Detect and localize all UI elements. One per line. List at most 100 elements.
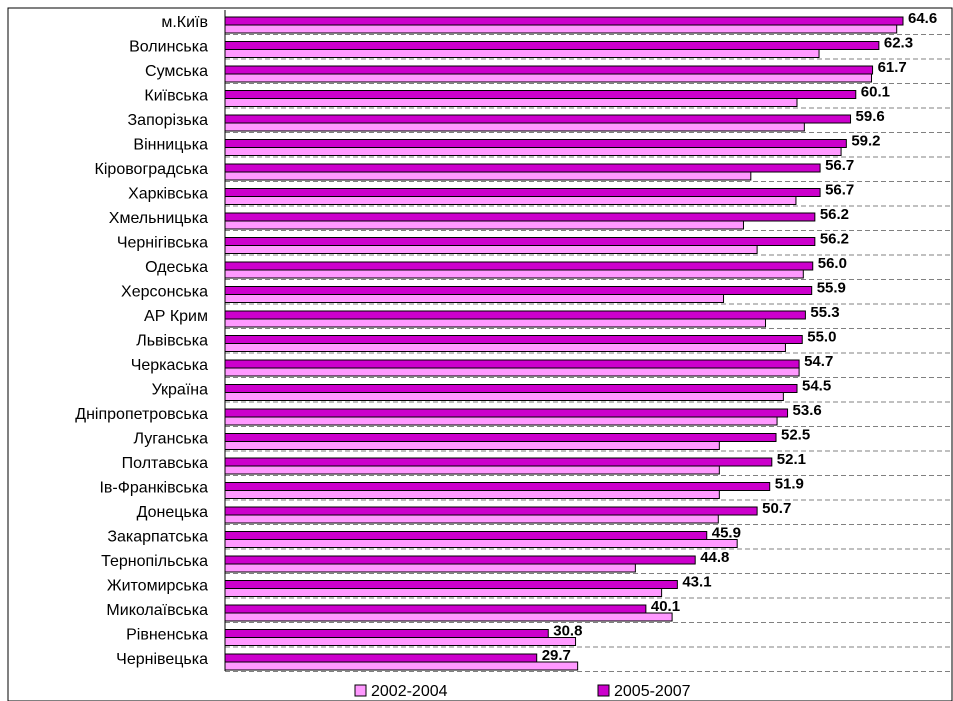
value-label: 40.1	[651, 598, 680, 615]
bar-2002-2004	[224, 147, 842, 156]
category-label: АР Крим	[144, 308, 208, 325]
bar-2002-2004	[224, 49, 820, 58]
value-label: 51.9	[775, 476, 804, 493]
bar-2002-2004	[224, 73, 873, 83]
bar-2005-2007	[224, 188, 821, 197]
bar-2005-2007	[224, 555, 696, 565]
category-label: Львівська	[136, 333, 208, 350]
bar-2002-2004	[224, 514, 719, 524]
bar-2005-2007	[224, 506, 758, 516]
value-label: 64.6	[908, 10, 937, 27]
bar-2005-2007	[224, 335, 803, 344]
value-label: 50.7	[762, 500, 791, 517]
category-label: Полтавська	[122, 455, 208, 472]
category-label: Україна	[152, 382, 209, 399]
bar-2002-2004	[224, 122, 805, 132]
value-label: 55.9	[817, 280, 846, 297]
bar-2005-2007	[224, 163, 821, 173]
bar-2002-2004	[224, 563, 636, 573]
bar-2005-2007	[224, 139, 847, 148]
category-label: Тернопільська	[101, 553, 208, 570]
value-label: 55.3	[810, 304, 839, 321]
bar-2002-2004	[224, 367, 800, 377]
category-label: Одеська	[145, 259, 208, 276]
category-label: Кіровоградська	[95, 161, 209, 178]
bar-2002-2004	[224, 490, 720, 499]
bar-2005-2007	[224, 433, 777, 442]
bar-2005-2007	[224, 16, 904, 26]
bar-2002-2004	[224, 171, 752, 181]
category-label: м.Київ	[161, 14, 208, 31]
bar-2002-2004	[224, 588, 663, 597]
category-label: Харківська	[128, 186, 208, 203]
category-label: Запорізька	[128, 112, 209, 129]
bar-2002-2004	[224, 441, 720, 450]
bar-2005-2007	[224, 408, 789, 418]
plot-frame	[7, 7, 953, 701]
value-label: 52.5	[781, 427, 810, 444]
value-label: 59.6	[856, 108, 885, 125]
bar-2002-2004	[224, 343, 786, 352]
value-labels: 64.6 62.3 61.7 60.1 59.6 59.2 56.7 56.7 56.2 56.2…	[542, 10, 937, 664]
category-label: Закарпатська	[107, 529, 208, 546]
bar-2002-2004	[224, 416, 778, 426]
value-label: 56.7	[825, 182, 854, 199]
category-label: Київська	[144, 88, 208, 105]
category-label: Миколаївська	[106, 602, 208, 619]
bar-2005-2007	[224, 482, 771, 491]
bar-2002-2004	[224, 196, 797, 205]
category-label: Луганська	[134, 431, 209, 448]
category-label: Сумська	[145, 63, 208, 80]
value-label: 59.2	[851, 133, 880, 150]
value-label: 60.1	[861, 84, 890, 101]
bar-2002-2004	[224, 392, 784, 401]
bar-2002-2004	[224, 294, 725, 303]
category-label: Хмельницька	[109, 210, 208, 227]
value-label: 54.7	[804, 353, 833, 370]
category-label: Донецька	[137, 504, 209, 521]
bar-2005-2007	[224, 604, 647, 614]
value-label: 56.7	[825, 157, 854, 174]
bar-2005-2007	[224, 359, 800, 369]
bars	[224, 16, 904, 671]
value-label: 54.5	[802, 378, 831, 395]
bar-2005-2007	[224, 237, 816, 246]
value-label: 43.1	[682, 574, 711, 591]
bar-2005-2007	[224, 212, 816, 222]
value-label: 53.6	[793, 402, 822, 419]
value-label: 61.7	[878, 59, 907, 76]
bar-2005-2007	[224, 580, 678, 589]
category-label: Ів-Франківська	[99, 480, 208, 497]
bar-2002-2004	[224, 220, 744, 230]
bar-2002-2004	[224, 24, 898, 34]
value-label: 29.7	[542, 647, 571, 664]
bar-2005-2007	[224, 261, 814, 271]
bar-2005-2007	[224, 286, 813, 295]
bar-2005-2007	[224, 65, 874, 75]
bar-2005-2007	[224, 457, 773, 467]
bar-2005-2007	[224, 114, 852, 124]
bar-2002-2004	[224, 269, 804, 279]
bar-2002-2004	[224, 465, 720, 475]
bar-2002-2004	[224, 318, 767, 328]
category-label: Чернігівська	[117, 235, 208, 252]
legend-swatch-2002-2004	[354, 684, 367, 697]
value-label: 30.8	[553, 623, 582, 640]
bar-2005-2007	[224, 90, 857, 99]
category-label: Рівненська	[126, 627, 208, 644]
value-label: 62.3	[884, 35, 913, 52]
category-label: Вінницька	[133, 137, 208, 154]
category-label: Житомирська	[107, 578, 208, 595]
bar-2002-2004	[224, 637, 577, 646]
category-label: Херсонська	[121, 284, 208, 301]
gridlines	[225, 34, 950, 672]
category-labels: м.Київ Волинська Сумська Київська Запорізька…	[75, 14, 208, 668]
bar-2002-2004	[224, 98, 798, 107]
bar-2005-2007	[224, 531, 708, 540]
value-label: 52.1	[777, 451, 806, 468]
value-label: 45.9	[712, 525, 741, 542]
bar-2002-2004	[224, 245, 758, 254]
value-label: 56.2	[820, 231, 849, 248]
category-label: Чернівецька	[116, 651, 208, 668]
